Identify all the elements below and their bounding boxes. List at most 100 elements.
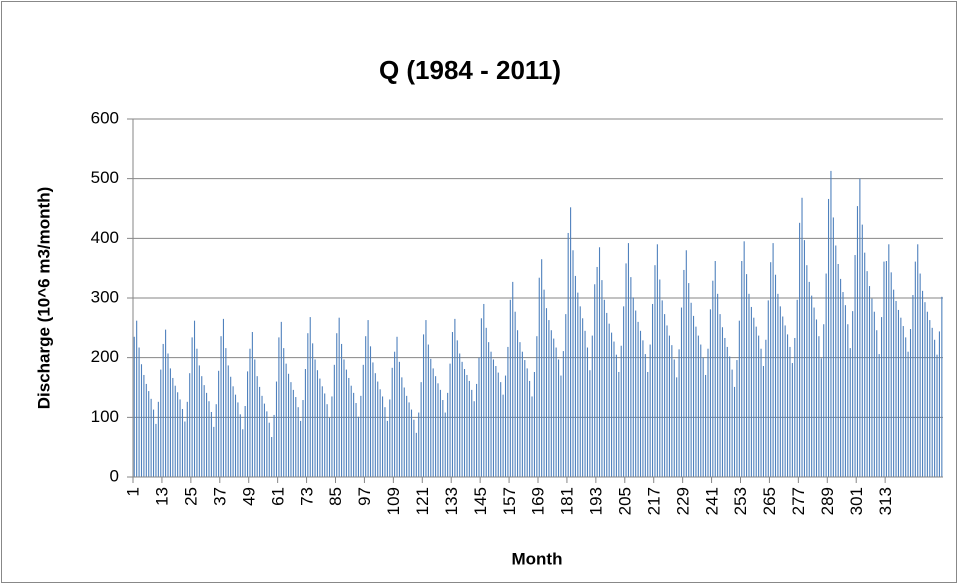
bar (765, 339, 767, 477)
bar (365, 336, 367, 477)
bar (823, 324, 825, 477)
bar (379, 389, 381, 477)
x-tick-label: 133 (442, 487, 461, 515)
bar (656, 244, 658, 477)
bar (222, 318, 225, 477)
bar (557, 359, 560, 477)
bar (403, 387, 405, 477)
bar (673, 359, 675, 477)
bar (427, 344, 429, 477)
x-tick-label: 157 (500, 487, 519, 515)
x-tick-label: 1 (124, 487, 143, 496)
bar (184, 421, 186, 477)
bar (647, 371, 649, 477)
bar (685, 250, 687, 477)
bar (519, 342, 521, 477)
x-tick-label: 289 (818, 487, 837, 515)
bar (866, 271, 868, 477)
bar (659, 279, 661, 477)
bar (336, 333, 338, 477)
bar (721, 327, 724, 477)
bar (671, 345, 673, 477)
bar (746, 274, 748, 477)
bar (770, 262, 772, 477)
x-tick-label: 145 (471, 487, 490, 515)
bar (565, 314, 567, 477)
bar (736, 360, 738, 477)
bar (331, 396, 333, 477)
x-tick-label: 13 (153, 487, 172, 506)
bar (885, 261, 887, 477)
bar (625, 263, 627, 477)
bar (794, 337, 796, 477)
bar (198, 365, 200, 477)
bar (420, 382, 422, 477)
bar (608, 323, 610, 477)
bar (263, 403, 265, 477)
bar (627, 243, 630, 477)
bar (806, 265, 808, 477)
bar (924, 302, 926, 477)
bar (555, 347, 557, 477)
bar (914, 261, 916, 477)
bar (570, 207, 572, 477)
bar (741, 261, 743, 477)
bar (256, 376, 258, 477)
bar (290, 382, 292, 477)
bar (789, 346, 791, 477)
bar (531, 396, 533, 477)
x-tick-label: 253 (731, 487, 750, 515)
bar (787, 334, 789, 477)
bar (649, 344, 651, 477)
bar (690, 302, 692, 477)
bar (876, 330, 878, 477)
bar (234, 394, 237, 477)
bar (444, 412, 446, 477)
bar (594, 284, 596, 477)
bar (760, 348, 762, 477)
bar (454, 318, 456, 477)
x-tick-label: 61 (268, 487, 287, 506)
y-axis-label: Discharge (10^6 m3/month) (34, 187, 53, 410)
bar (611, 332, 613, 477)
bar (283, 348, 285, 477)
bar (840, 278, 842, 477)
x-tick-label: 205 (615, 487, 634, 515)
bar (413, 419, 415, 477)
bar (261, 395, 263, 477)
bar (459, 353, 461, 477)
bar (504, 375, 507, 477)
bar (220, 336, 222, 477)
bar (254, 359, 256, 477)
bar (355, 403, 357, 477)
bar (582, 318, 584, 477)
bar (603, 299, 605, 477)
bar (348, 377, 350, 477)
x-tick-label: 301 (847, 487, 866, 515)
bar (837, 263, 839, 477)
bar (367, 320, 369, 477)
bar (162, 343, 164, 477)
bar (598, 247, 601, 477)
bar (813, 307, 815, 477)
bar (521, 351, 523, 477)
bar (483, 303, 485, 477)
x-tick-label: 169 (529, 487, 548, 515)
bar (931, 327, 933, 477)
bar (529, 380, 531, 477)
bar (242, 429, 244, 477)
bar (304, 369, 306, 477)
bar (731, 369, 733, 477)
bar (852, 311, 854, 477)
bar (382, 396, 384, 477)
bar (266, 411, 268, 477)
bar (512, 281, 514, 477)
bar (473, 401, 475, 477)
bar (273, 414, 275, 477)
bar (386, 420, 388, 477)
bar (639, 330, 642, 477)
bar (881, 317, 883, 477)
bar (572, 250, 574, 477)
bar (148, 391, 150, 477)
bar (743, 241, 745, 477)
